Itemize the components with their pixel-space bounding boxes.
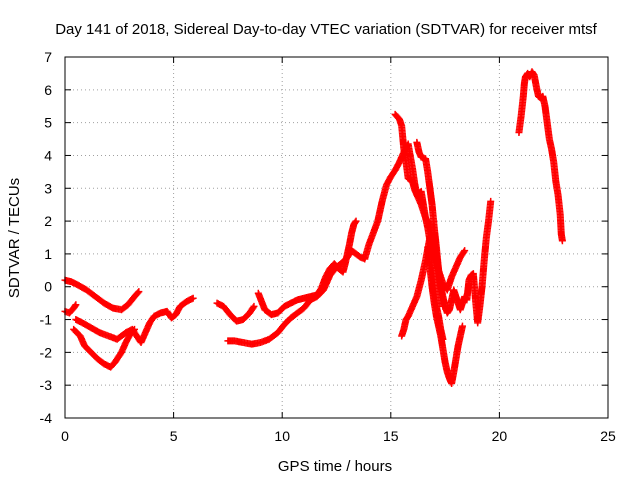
data-series-a1 bbox=[61, 276, 143, 314]
data-series-c5 bbox=[430, 197, 495, 327]
x-tick-label: 0 bbox=[61, 428, 69, 444]
data-series-a3 bbox=[70, 325, 139, 371]
data-point bbox=[134, 289, 142, 297]
x-tick-label: 20 bbox=[492, 428, 508, 444]
y-axis-label: SDTVAR / TECUs bbox=[6, 178, 23, 298]
x-tick-label: 25 bbox=[600, 428, 616, 444]
y-tick-label: 2 bbox=[44, 213, 52, 229]
y-tick-label: 1 bbox=[44, 246, 52, 262]
y-tick-label: 3 bbox=[44, 180, 52, 196]
data-point bbox=[460, 248, 468, 256]
y-tick-label: -1 bbox=[40, 312, 53, 328]
x-tick-label: 10 bbox=[274, 428, 290, 444]
data-point bbox=[487, 197, 495, 205]
data-point bbox=[250, 302, 258, 310]
x-tick-label: 5 bbox=[170, 428, 178, 444]
y-tick-label: -4 bbox=[40, 410, 53, 426]
y-tick-label: 4 bbox=[44, 147, 52, 163]
data-series-c4 bbox=[424, 243, 466, 388]
data-point bbox=[72, 301, 80, 309]
y-tick-label: 6 bbox=[44, 82, 52, 98]
grid-lines bbox=[65, 57, 608, 418]
chart-title: Day 141 of 2018, Sidereal Day-to-day VTE… bbox=[55, 21, 597, 38]
y-tick-label: 5 bbox=[44, 115, 52, 131]
data-point bbox=[458, 322, 466, 330]
data-point bbox=[135, 288, 143, 296]
data-series-b2 bbox=[224, 247, 369, 348]
data-series-a4 bbox=[72, 294, 197, 347]
y-tick-label: -2 bbox=[40, 344, 53, 360]
x-tick-label: 15 bbox=[383, 428, 399, 444]
data-series bbox=[61, 68, 566, 388]
y-tick-label: -3 bbox=[40, 377, 53, 393]
data-series-b1 bbox=[213, 299, 258, 325]
x-tick-labels: 0 5 10 15 20 25 bbox=[61, 428, 616, 444]
x-axis-label: GPS time / hours bbox=[278, 458, 392, 475]
data-series-d1 bbox=[515, 68, 566, 245]
plot-frame bbox=[64, 56, 609, 419]
data-point bbox=[461, 247, 469, 255]
y-tick-label: 7 bbox=[44, 49, 52, 65]
data-point bbox=[249, 304, 257, 312]
data-point bbox=[558, 237, 566, 245]
data-point bbox=[189, 294, 197, 302]
data-point bbox=[352, 217, 360, 225]
y-tick-label: 0 bbox=[44, 279, 52, 295]
data-series-b3 bbox=[254, 217, 360, 319]
y-tick-labels: -4 -3 -2 -1 0 1 2 3 4 5 6 7 bbox=[40, 49, 53, 426]
